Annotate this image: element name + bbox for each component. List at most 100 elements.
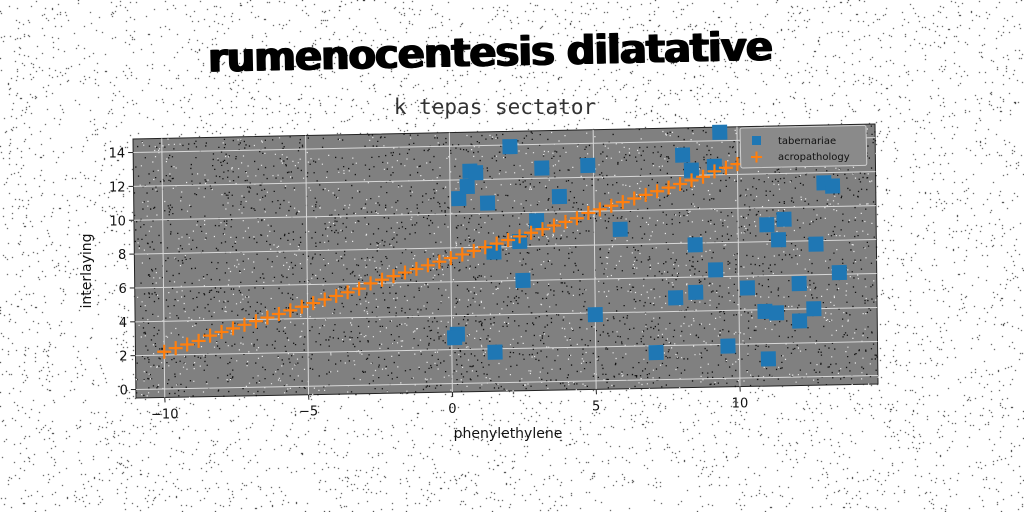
plot-area: tabernariae acropathology <box>132 123 879 399</box>
data-point-plus <box>203 328 218 343</box>
data-point-square <box>534 160 550 176</box>
data-point-square <box>770 232 787 248</box>
data-point-plus <box>363 276 378 291</box>
data-point-plus <box>191 333 206 348</box>
data-point-square <box>707 262 724 278</box>
data-point-square <box>612 221 628 237</box>
y-tick-label: 10 <box>109 214 126 229</box>
x-tick-label: −5 <box>299 405 318 420</box>
data-point-plus <box>306 296 321 311</box>
x-axis-ticks: −10 −5 0 5 10 <box>151 386 748 422</box>
y-grid-line <box>134 239 877 255</box>
data-point-plus <box>661 180 676 195</box>
data-point-square <box>768 305 785 321</box>
y-axis-label: interlaying <box>79 233 95 308</box>
data-point-plus <box>432 254 447 269</box>
data-point-square <box>587 307 603 323</box>
data-point-square <box>831 264 847 281</box>
data-point-plus <box>638 187 653 202</box>
data-point-square <box>720 338 736 354</box>
data-point-square <box>648 344 664 361</box>
data-point-plus <box>329 288 344 303</box>
y-tick-label: 12 <box>109 180 126 195</box>
data-point-plus <box>558 214 573 229</box>
x-grid-line <box>592 129 597 390</box>
data-point-plus <box>180 337 195 352</box>
data-point-plus <box>420 258 435 273</box>
y-tick-label: 2 <box>119 350 127 365</box>
data-point-square <box>712 124 728 140</box>
data-point-plus <box>168 341 183 356</box>
data-point-plus <box>604 198 619 213</box>
data-point-plus <box>512 229 527 244</box>
data-point-square <box>688 284 704 300</box>
y-tick-label: 6 <box>118 282 126 297</box>
data-point-square <box>529 213 545 229</box>
data-point-plus <box>225 321 240 336</box>
y-axis-ticks: 0 2 4 6 8 10 12 14 <box>109 147 136 399</box>
data-point-square <box>808 236 824 252</box>
data-point-plus <box>157 344 172 359</box>
data-point-plus <box>271 306 286 321</box>
plot-background <box>132 123 879 399</box>
data-point-square <box>760 351 777 367</box>
data-point-square <box>759 217 775 233</box>
data-point-square <box>739 280 756 296</box>
data-point-square <box>580 157 596 174</box>
legend-label: tabernariae <box>778 136 836 147</box>
series-acropathology <box>157 157 745 359</box>
data-point-plus <box>283 303 298 318</box>
data-point-plus <box>466 243 481 258</box>
data-point-plus <box>650 184 665 199</box>
data-point-square <box>551 188 568 205</box>
data-point-square <box>687 237 703 253</box>
data-point-square <box>824 178 841 194</box>
data-point-plus <box>214 325 229 340</box>
x-tick-label: 5 <box>592 399 600 414</box>
chart-subtitle: k tepas sectator <box>393 95 597 119</box>
data-point-square <box>468 165 484 181</box>
data-point-square <box>459 178 475 195</box>
data-point-plus <box>237 317 252 332</box>
x-grid-line <box>305 135 310 395</box>
data-point-plus <box>386 269 401 284</box>
y-grid-line <box>135 375 878 391</box>
data-point-square <box>757 303 773 320</box>
data-marks <box>157 124 847 367</box>
data-point-plus <box>260 310 275 325</box>
data-point-plus <box>455 247 470 262</box>
data-point-plus <box>352 281 367 296</box>
data-point-square <box>791 275 807 292</box>
y-tick-label: 8 <box>118 248 126 263</box>
data-point-plus <box>409 261 424 276</box>
data-point-plus <box>615 195 630 210</box>
data-point-plus <box>501 232 516 247</box>
data-point-plus <box>581 205 596 220</box>
x-axis-label: phenylethylene <box>454 426 563 442</box>
data-point-plus <box>535 222 550 237</box>
data-point-plus <box>294 299 309 314</box>
data-point-plus <box>696 169 711 184</box>
data-point-plus <box>684 173 699 188</box>
data-point-square <box>667 290 684 306</box>
data-point-plus <box>248 314 263 329</box>
legend-marker-square <box>752 136 761 145</box>
legend-marker-plus <box>751 151 762 163</box>
data-point-square <box>806 301 822 317</box>
y-grid-line <box>135 307 878 323</box>
legend-label: acropathology <box>778 152 850 163</box>
data-point-plus <box>340 285 355 300</box>
y-tick-label: 14 <box>109 147 126 162</box>
legend: tabernariae acropathology <box>739 124 868 169</box>
data-point-plus <box>443 251 458 266</box>
x-tick-label: −10 <box>151 407 178 422</box>
y-tick-label: 0 <box>120 384 128 399</box>
data-point-square <box>674 147 691 163</box>
data-point-plus <box>524 225 539 240</box>
data-point-plus <box>546 218 561 233</box>
y-grid-line <box>133 205 876 221</box>
data-point-plus <box>317 292 332 307</box>
data-point-square <box>451 190 467 207</box>
data-point-square <box>791 313 808 329</box>
data-point-plus <box>489 236 504 251</box>
